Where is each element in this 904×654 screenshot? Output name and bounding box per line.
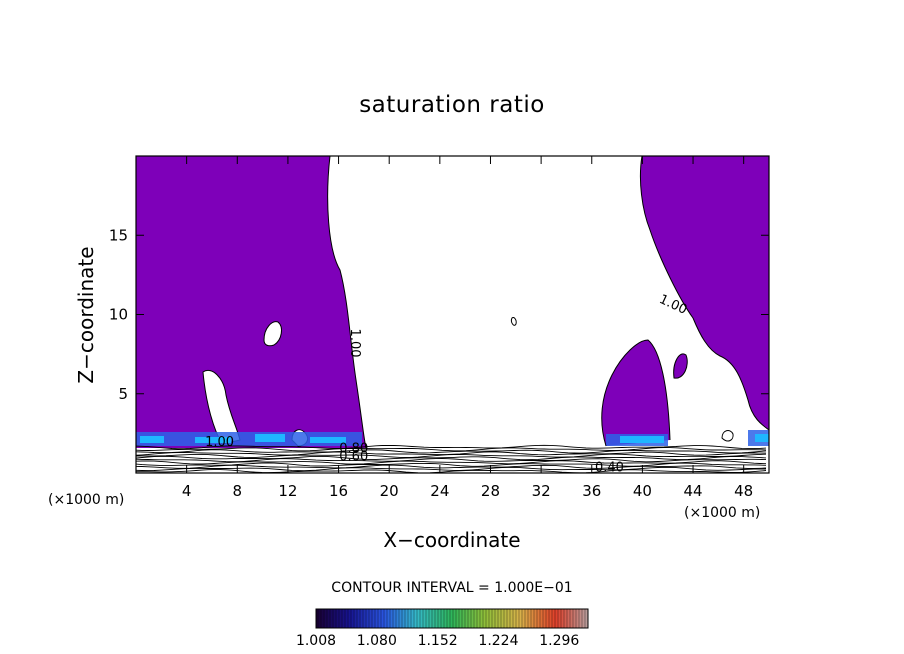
- y-tick-label: 5: [118, 385, 128, 403]
- contour-line-surface: [136, 464, 767, 469]
- colorbar-stripes: [317, 609, 586, 628]
- plot-area: [136, 156, 769, 473]
- x-axis-ticks: 4 8 12 16 20 24 28 32 36 40 44 48: [182, 156, 753, 500]
- x-tick-label: 16: [329, 482, 348, 500]
- colorbar-label: 1.224: [478, 633, 518, 649]
- subsaturated-hole-right: [721, 430, 734, 442]
- colorbar-labels: 1.008 1.080 1.152 1.224 1.296: [296, 633, 579, 649]
- x-tick-label: 20: [380, 482, 399, 500]
- colorbar-label: 1.080: [357, 633, 397, 649]
- contour-line-surface: [136, 444, 767, 450]
- y-axis-title: Z−coordinate: [74, 246, 98, 383]
- x-tick-label: 24: [430, 482, 449, 500]
- x-axis-unit-left: (×1000 m): [48, 492, 124, 508]
- contour-interval-label: CONTOUR INTERVAL = 1.000E−01: [331, 580, 572, 596]
- supersaturated-patch-small: [673, 353, 688, 379]
- contour-label: 0.60: [339, 449, 368, 464]
- cyan-band-left-2: [195, 437, 231, 443]
- cyan-band-left-4: [310, 437, 346, 443]
- y-tick-label: 15: [109, 226, 128, 244]
- contour-label: 0.40: [595, 460, 624, 475]
- x-tick-label: 48: [734, 482, 753, 500]
- colorbar-label: 1.296: [539, 633, 579, 649]
- supersaturated-region-left: [136, 156, 366, 448]
- chart-title: saturation ratio: [359, 92, 545, 118]
- subsaturated-hole-left: [202, 370, 241, 445]
- contour-label: 1.00: [205, 435, 234, 450]
- x-tick-label: 40: [633, 482, 652, 500]
- contour-line-surface: [136, 453, 767, 458]
- contour-line-surface: [136, 449, 767, 454]
- contour-line-1.00-patch: [673, 353, 688, 379]
- colorbar-label: 1.008: [296, 633, 336, 649]
- contour-line-1.00-right: [639, 156, 769, 431]
- subsaturated-hole-upper: [263, 321, 282, 347]
- x-tick-label: 36: [582, 482, 601, 500]
- x-tick-label: 8: [233, 482, 243, 500]
- contour-line-surface: [136, 469, 767, 473]
- x-tick-label: 32: [532, 482, 551, 500]
- x-axis-unit-right: (×1000 m): [684, 505, 760, 521]
- y-axis-ticks: 5 10 15: [109, 226, 769, 403]
- contour-line-1.00-center: [601, 339, 671, 447]
- cyan-band-right: [755, 434, 769, 442]
- contour-line-1.00-left: [327, 156, 367, 449]
- contour-label: 0.80: [339, 441, 368, 456]
- colorbar-label: 1.152: [418, 633, 458, 649]
- small-contour-island: [511, 317, 517, 326]
- blue-band-left: [136, 432, 362, 446]
- x-tick-label: 4: [182, 482, 192, 500]
- contour-line-surface: [136, 460, 767, 465]
- contour-line-surface: [136, 466, 767, 472]
- contour-line-surface: [136, 447, 767, 452]
- y-tick-label: 10: [109, 306, 128, 324]
- contour-label: 1.00: [347, 329, 362, 358]
- supersaturated-region-right: [640, 156, 769, 430]
- contour-line-surface: [136, 455, 767, 461]
- cyan-band-center: [620, 436, 664, 443]
- cyan-band-left-1: [140, 436, 164, 443]
- supersaturated-region-center: [601, 340, 670, 446]
- x-tick-label: 12: [278, 482, 297, 500]
- near-surface-contours: [136, 444, 767, 473]
- x-tick-label: 28: [481, 482, 500, 500]
- x-axis-title: X−coordinate: [383, 528, 520, 552]
- cyan-band-left-3: [255, 434, 285, 442]
- contour-labels: 1.001.001.00 0.800.600.40: [205, 292, 689, 475]
- contour-line-surface: [136, 462, 767, 467]
- x-tick-label: 44: [683, 482, 702, 500]
